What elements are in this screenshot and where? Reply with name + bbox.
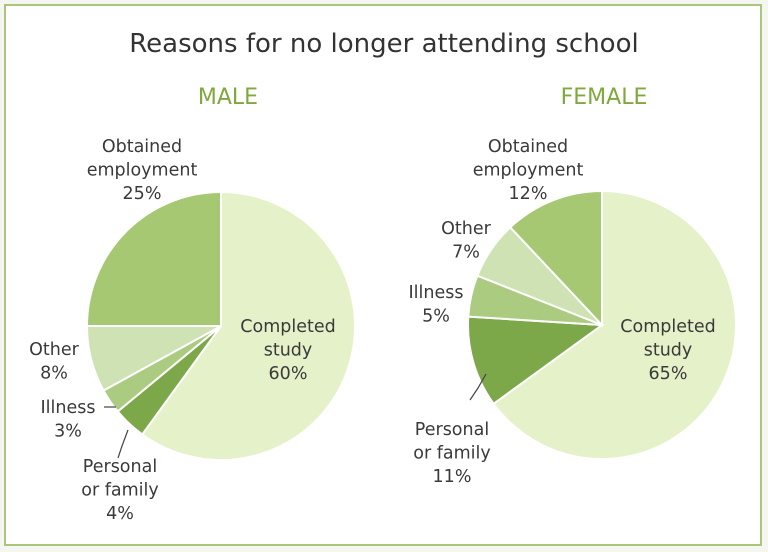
male-label-other: Other 8% bbox=[29, 340, 79, 384]
male-heading: MALE bbox=[198, 85, 258, 110]
female-pie bbox=[466, 189, 737, 460]
female-slice-personal-or-family bbox=[466, 315, 605, 406]
female-label-illness: Illness 5% bbox=[409, 283, 464, 327]
slice-labels: Completed study 60% Personal or family 4% Illn… bbox=[29, 137, 716, 524]
female-slice-completed-study bbox=[492, 189, 737, 460]
female-label-completed-study: Completed study 65% bbox=[620, 317, 715, 384]
female-label-other: Other 7% bbox=[441, 219, 491, 263]
male-slice-completed-study bbox=[140, 190, 356, 461]
female-slice-obtained-employment bbox=[508, 189, 603, 328]
male-pie bbox=[85, 190, 356, 461]
female-leader-personal-or-family bbox=[469, 373, 487, 401]
male-label-illness: Illness 3% bbox=[41, 398, 96, 442]
male-label-completed-study: Completed study 60% bbox=[240, 317, 335, 384]
chart-title: Reasons for no longer attending school bbox=[129, 29, 638, 59]
female-label-obtained-employment: Obtained employment 12% bbox=[473, 137, 584, 204]
male-leader-personal-or-family bbox=[117, 429, 129, 459]
male-label-personal-or-family: Personal or family 4% bbox=[81, 457, 158, 524]
male-label-obtained-employment: Obtained employment 25% bbox=[87, 137, 198, 204]
male-slice-obtained-employment bbox=[85, 190, 222, 327]
female-heading: FEMALE bbox=[561, 85, 648, 110]
female-label-personal-or-family: Personal or family 11% bbox=[413, 420, 490, 487]
